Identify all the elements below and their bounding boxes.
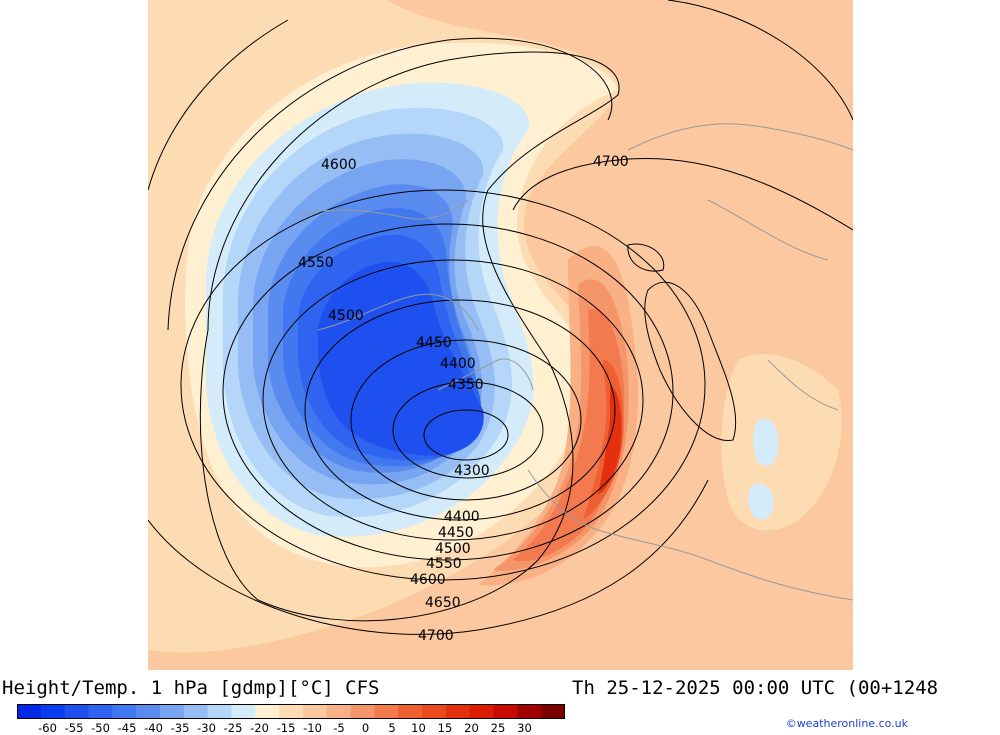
- color-scale-tick-label: 10: [411, 721, 426, 735]
- color-scale-tick-label: 0: [361, 721, 370, 735]
- contour-label-4650: 4650: [425, 595, 461, 611]
- color-scale-swatch: [207, 704, 232, 719]
- color-scale-swatch: [517, 704, 542, 719]
- color-scale-swatch: [64, 704, 89, 719]
- color-scale-labels: -60 -55 -50 -45 -40 -35 -30 -25 -20 -15 -10 -5 0 5 10 1…: [17, 721, 565, 735]
- color-scale-swatch: [302, 704, 328, 719]
- contour-label-4300: 4300: [454, 463, 490, 479]
- color-scale-swatch: [374, 704, 399, 719]
- contour-label-4500: 4500: [328, 308, 364, 324]
- color-scale-swatch: [40, 704, 66, 719]
- color-scale-tick-label: 15: [437, 721, 453, 735]
- contour-label-4450-south: 4450: [438, 525, 474, 541]
- color-scale-tick-label: -45: [117, 721, 137, 735]
- color-scale-swatch: [136, 704, 161, 719]
- contour-label-4350: 4350: [448, 377, 484, 393]
- color-scale-swatch: [350, 704, 375, 719]
- color-scale-swatch: [422, 704, 447, 719]
- color-scale-tick-label: 30: [517, 721, 532, 735]
- weather-map: 4300 4350 4400 4450 4500 4550 4600 4650 …: [148, 0, 853, 670]
- color-scale-tick-label: 5: [388, 721, 396, 735]
- color-scale-tick-label: -15: [276, 721, 296, 735]
- color-scale-bar: [17, 704, 565, 719]
- color-scale-swatch: [469, 704, 495, 719]
- color-scale-tick-label: -40: [144, 721, 163, 735]
- color-scale-swatch: [326, 704, 352, 719]
- color-scale-tick-label: -20: [250, 721, 269, 735]
- color-scale-border: [17, 704, 565, 719]
- color-scale-swatch: [541, 704, 565, 719]
- color-scale-swatch: [398, 704, 423, 719]
- color-scale-swatch: [183, 704, 209, 719]
- color-scale-swatch: [88, 704, 113, 719]
- contour-label-4600-south: 4600: [410, 572, 446, 588]
- color-scale-tick-label: -5: [333, 721, 345, 735]
- contour-label-4400: 4400: [440, 356, 476, 372]
- valid-time: Th 25-12-2025 00:00 UTC (00+1248: [572, 677, 939, 699]
- contour-label-4550-south: 4550: [426, 556, 462, 572]
- credit-link[interactable]: ©weatheronline.co.uk: [785, 717, 908, 730]
- contour-label-4600: 4600: [321, 157, 357, 173]
- map-canvas: 4300 4350 4400 4450 4500 4550 4600 4650 …: [148, 0, 853, 670]
- color-scale-swatch: [279, 704, 304, 719]
- color-scale-swatch: [445, 704, 471, 719]
- color-scale-swatch: [112, 704, 137, 719]
- color-scale-tick-label: -35: [170, 721, 190, 735]
- color-scale-tick-label: -25: [223, 721, 243, 735]
- color-scale-swatch: [493, 704, 518, 719]
- color-scale-tick-label: 25: [490, 721, 506, 735]
- color-scale-swatch: [255, 704, 280, 719]
- contour-label-4700-north: 4700: [593, 154, 629, 170]
- contour-label-4450: 4450: [416, 335, 452, 351]
- contour-label-4700-south: 4700: [418, 628, 454, 644]
- color-scale-swatch: [17, 704, 42, 719]
- contour-label-4550: 4550: [298, 255, 334, 271]
- contour-label-4500-south: 4500: [435, 541, 471, 557]
- color-scale-tick-label: -60: [38, 721, 57, 735]
- contour-label-4400-south: 4400: [444, 509, 480, 525]
- color-scale-swatch: [231, 704, 256, 719]
- color-scale-swatch: [159, 704, 185, 719]
- chart-title: Height/Temp. 1 hPa [gdmp][°C] CFS: [2, 677, 380, 699]
- color-scale-tick-label: -55: [64, 721, 84, 735]
- color-scale-tick-label: 20: [464, 721, 479, 735]
- color-scale-tick-label: -50: [91, 721, 110, 735]
- color-scale-tick-label: -30: [197, 721, 216, 735]
- color-scale-tick-label: -10: [303, 721, 322, 735]
